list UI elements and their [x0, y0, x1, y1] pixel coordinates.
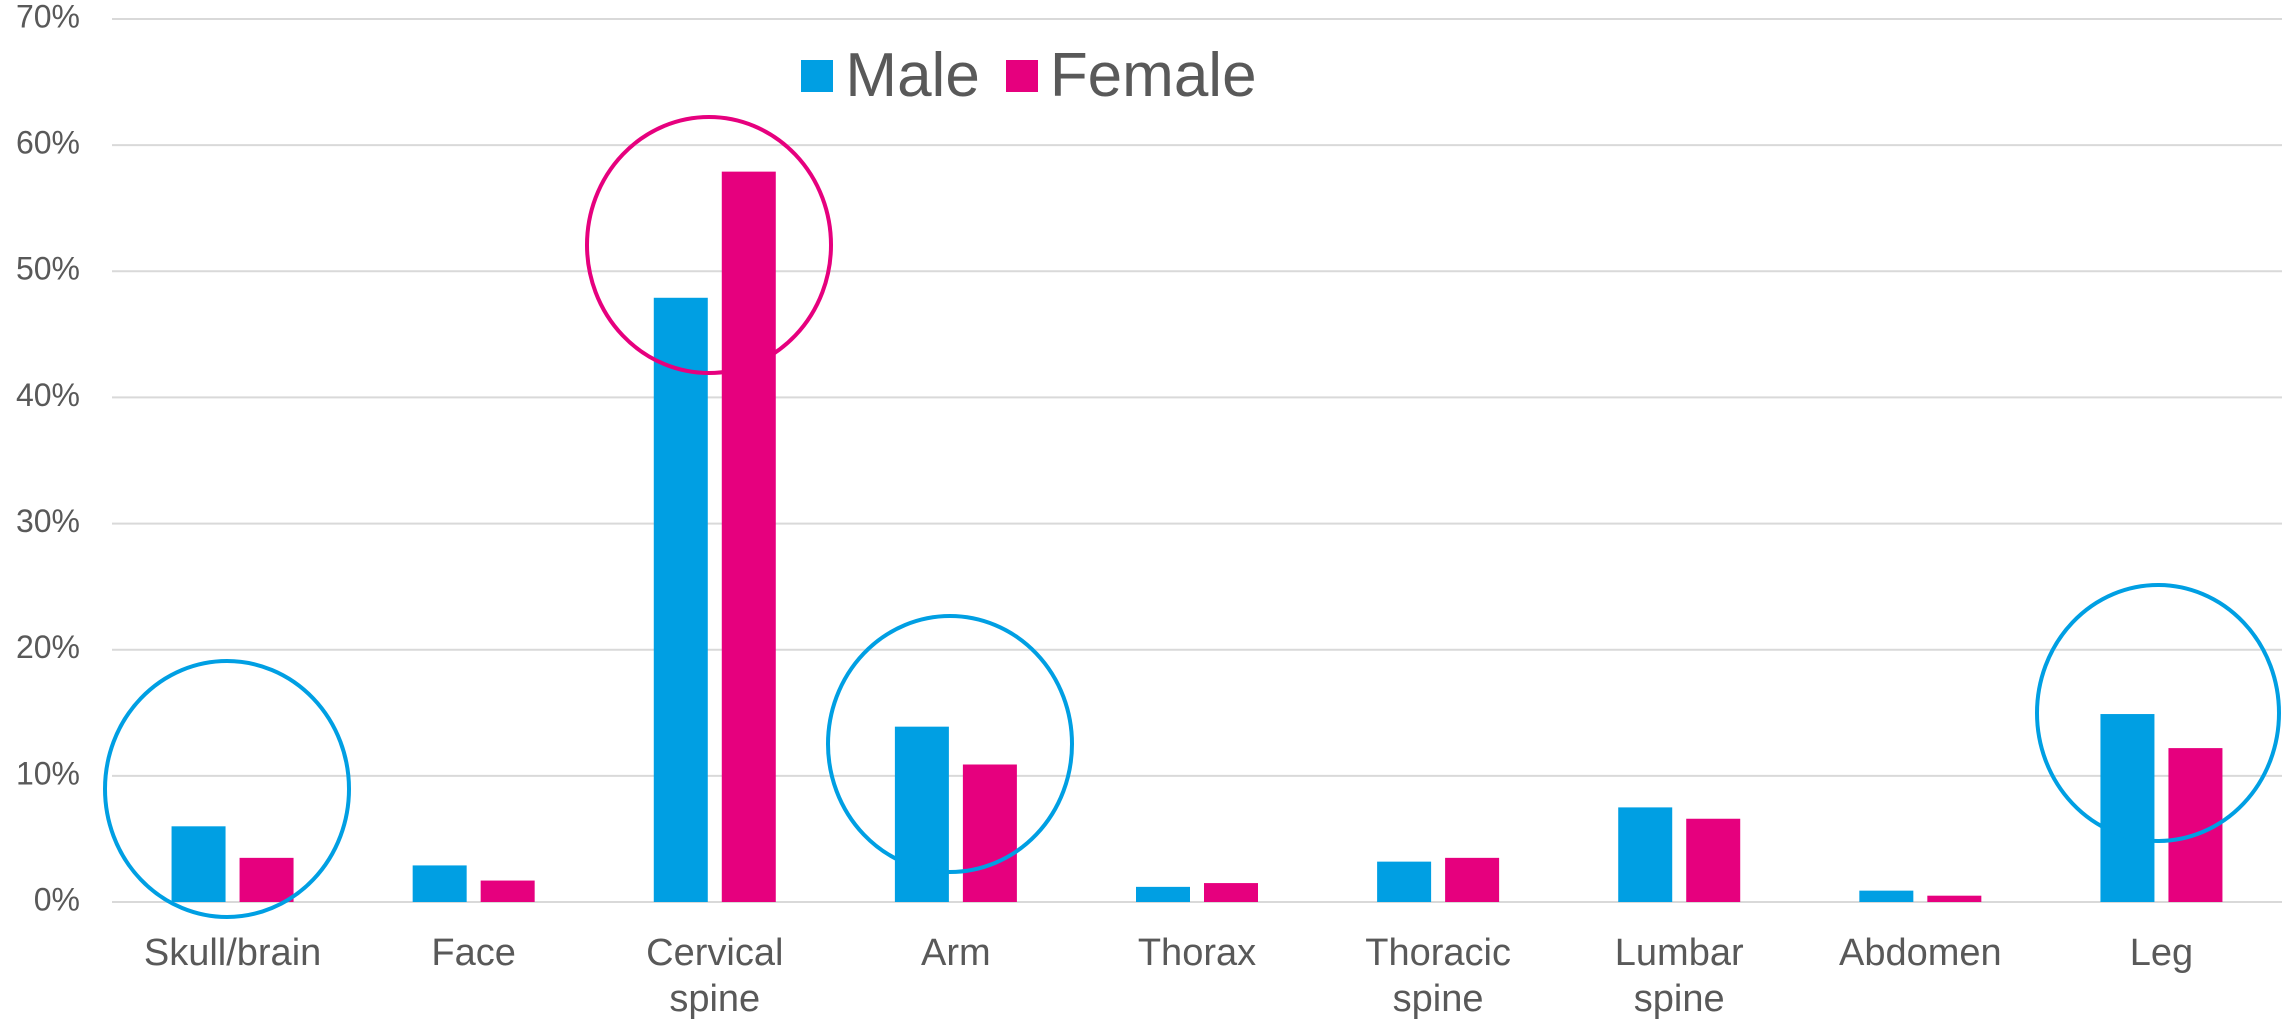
x-tick-label: Skull/brain: [143, 932, 322, 974]
y-tick-label: 30%: [16, 503, 80, 539]
bar: [1377, 861, 1432, 902]
bar: [721, 171, 776, 902]
bar: [962, 764, 1017, 902]
y-tick-label: 0%: [34, 881, 80, 917]
bar: [1686, 818, 1741, 902]
legend-item: Male: [801, 40, 980, 111]
bar: [480, 880, 535, 902]
bar: [1136, 886, 1190, 902]
highlight-circle: [2035, 583, 2281, 843]
bar: [1204, 883, 1258, 902]
y-tick-label: 20%: [16, 629, 80, 665]
bar: [2100, 714, 2155, 902]
x-tick-label: Leg: [2129, 932, 2194, 974]
legend-label: Male: [845, 41, 980, 110]
highlight-circle: [826, 614, 1074, 874]
x-tick-label: Thorax: [1137, 932, 1257, 974]
bar: [894, 726, 949, 902]
y-tick-label: 40%: [16, 377, 80, 413]
legend-item: Female: [1005, 40, 1257, 111]
bar: [1445, 857, 1500, 902]
x-tick-label: Arm: [921, 932, 991, 974]
legend-label: Female: [1049, 41, 1257, 110]
x-tick-label: Thoracic spine: [1365, 932, 1511, 1020]
highlight-circle: [103, 659, 351, 919]
legend: Male Female: [0, 40, 2170, 111]
bar: [1859, 890, 1914, 902]
grid: [112, 18, 2282, 903]
bar: [653, 297, 708, 902]
highlight-circle: [585, 115, 833, 375]
bar: [239, 857, 294, 902]
bars: [171, 171, 2223, 902]
x-tick-label: Cervical spine: [646, 932, 784, 1020]
y-tick-label: 70%: [16, 0, 80, 34]
x-tick-label: Face: [431, 932, 516, 974]
bar: [171, 826, 226, 902]
annotations: [103, 115, 2281, 919]
y-tick-label: 10%: [16, 755, 80, 791]
y-tick-label: 60%: [16, 125, 80, 161]
legend-swatch: [801, 59, 834, 92]
bar: [1927, 895, 1982, 902]
x-tick-label: Abdomen: [1838, 932, 2002, 974]
bar: [412, 865, 467, 902]
legend-swatch: [1005, 59, 1038, 92]
x-tick-label: Lumbar spine: [1614, 932, 1744, 1020]
y-tick-label: 50%: [16, 251, 80, 287]
bar: [1618, 807, 1673, 902]
